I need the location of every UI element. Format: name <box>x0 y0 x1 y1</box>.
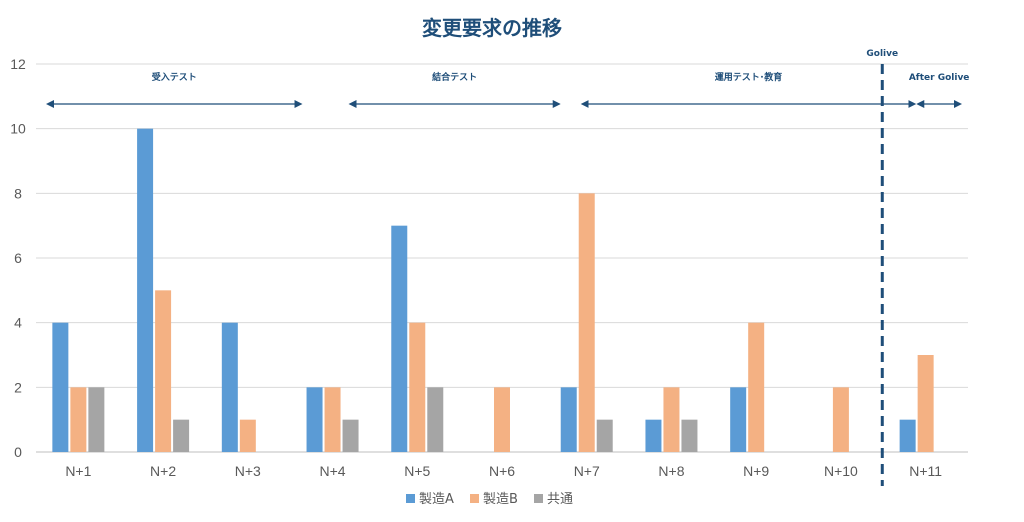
y-tick-label: 4 <box>14 315 22 331</box>
bar-製造B-N+4 <box>324 387 341 452</box>
phase-label: After Golive <box>909 73 970 83</box>
legend-swatch <box>406 494 415 503</box>
bar-製造A-N+5 <box>391 225 408 452</box>
y-tick-label: 10 <box>10 121 26 137</box>
phase-annotations: 受入テスト 結合テスト 運用テスト･教育 After Golive <box>46 71 970 108</box>
legend-label: 製造A <box>419 492 454 507</box>
x-tick-label: N+10 <box>824 463 858 479</box>
legend: 製造A 製造B 共通 <box>406 492 573 507</box>
x-axis-ticks: N+1 N+2 N+3 N+4 N+5 N+6 N+7 N+8 N+9 N+10 N+11 <box>65 463 942 479</box>
x-tick-label: N+3 <box>235 463 261 479</box>
bar-製造B-N+9 <box>748 322 765 452</box>
bar-製造A-N+3 <box>221 322 238 452</box>
x-tick-label: N+8 <box>658 463 684 479</box>
gridlines <box>36 63 968 453</box>
phase-label: 運用テスト･教育 <box>715 71 783 83</box>
bar-共通-N+5 <box>427 387 444 452</box>
phase-label: 受入テスト <box>152 71 197 83</box>
bar-製造B-N+3 <box>239 419 256 452</box>
y-tick-label: 6 <box>14 250 22 266</box>
bar-製造B-N+1 <box>70 387 87 452</box>
chart-title: 変更要求の推移 <box>422 16 562 40</box>
bar-製造A-N+1 <box>52 322 69 452</box>
bar-共通-N+4 <box>342 419 359 452</box>
bar-製造A-N+2 <box>137 128 154 452</box>
x-tick-label: N+1 <box>65 463 91 479</box>
bar-製造A-N+4 <box>306 387 323 452</box>
bar-製造A-N+9 <box>730 387 747 452</box>
y-axis-ticks: 0 2 4 6 8 10 12 <box>10 56 26 460</box>
legend-swatch <box>534 494 543 503</box>
bar-製造B-N+10 <box>832 387 849 452</box>
y-tick-label: 12 <box>10 56 26 72</box>
bar-共通-N+2 <box>173 419 190 452</box>
x-tick-label: N+5 <box>404 463 430 479</box>
phase-label: 結合テスト <box>432 71 477 83</box>
bar-共通-N+1 <box>88 387 105 452</box>
x-tick-label: N+11 <box>909 463 942 479</box>
x-tick-label: N+6 <box>489 463 515 479</box>
bar-製造A-N+7 <box>560 387 577 452</box>
y-tick-label: 0 <box>14 444 22 460</box>
bar-製造B-N+5 <box>409 322 426 452</box>
bars <box>52 128 934 453</box>
y-tick-label: 8 <box>14 185 22 201</box>
bar-製造A-N+8 <box>645 419 662 452</box>
y-tick-label: 2 <box>14 379 22 395</box>
golive-marker: Golive <box>866 49 898 486</box>
bar-製造B-N+7 <box>578 193 595 453</box>
bar-共通-N+7 <box>596 419 613 452</box>
legend-swatch <box>470 494 479 503</box>
golive-label: Golive <box>866 49 898 59</box>
bar-製造B-N+11 <box>917 355 934 452</box>
bar-製造B-N+6 <box>494 387 510 452</box>
x-tick-label: N+7 <box>574 463 600 479</box>
bar-製造A-N+11 <box>899 419 916 452</box>
legend-label: 製造B <box>483 492 518 507</box>
x-tick-label: N+2 <box>150 463 176 479</box>
x-tick-label: N+9 <box>743 463 769 479</box>
x-tick-label: N+4 <box>320 463 346 479</box>
bar-製造B-N+8 <box>663 387 680 452</box>
bar-製造B-N+2 <box>155 290 172 452</box>
bar-共通-N+8 <box>681 419 698 452</box>
legend-label: 共通 <box>547 492 573 507</box>
